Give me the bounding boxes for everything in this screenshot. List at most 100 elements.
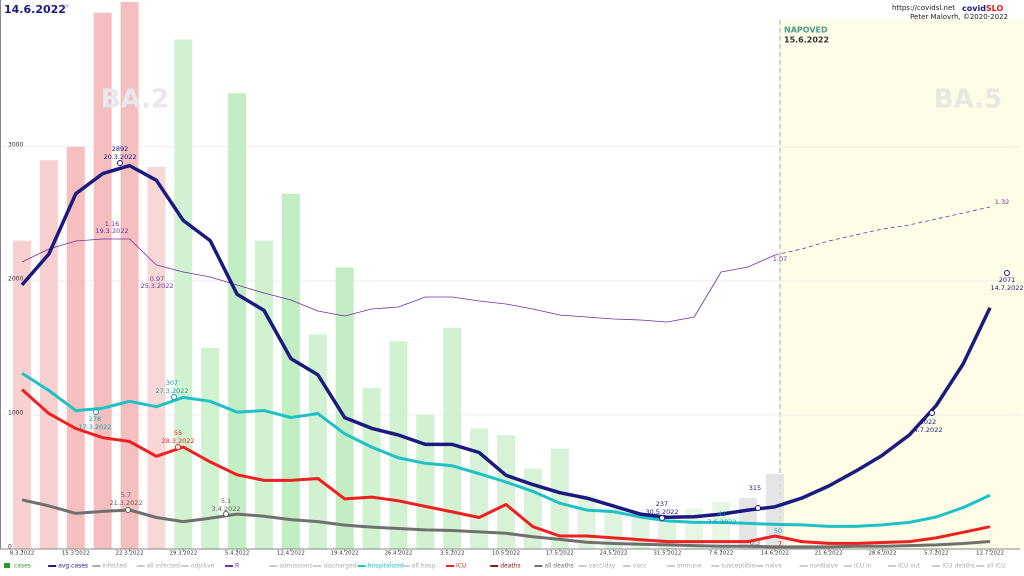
legend-label: avg.cases	[58, 563, 88, 570]
legend-label: ICU deaths	[942, 563, 975, 570]
point-marker	[93, 409, 99, 415]
y-tick-label: 2000	[8, 275, 23, 282]
variant-label: BA.5	[934, 85, 1002, 115]
annotation: 5.7	[121, 491, 131, 499]
point-marker	[223, 511, 229, 517]
bar	[13, 240, 31, 549]
bar	[550, 448, 569, 549]
legend-label: all hosp.	[412, 563, 437, 570]
legend-label: R	[235, 563, 239, 570]
y-tick-label: 0	[8, 544, 12, 551]
x-tick-label: 15.3.2022	[62, 551, 90, 557]
annotation: 237	[656, 500, 668, 508]
legend-label: infected	[102, 563, 127, 570]
bar	[389, 341, 408, 549]
series-line	[774, 206, 991, 256]
annotation: 25.3.2022	[140, 282, 173, 290]
legend-label: ICU out	[898, 563, 921, 570]
annotation: 315	[749, 484, 761, 492]
annotation: 19.3.2022	[95, 227, 128, 235]
y-tick-label: 3000	[8, 141, 23, 148]
annotation: 1.07	[773, 255, 787, 263]
series-line	[20, 163, 992, 519]
legend-label: deaths	[500, 563, 520, 570]
annotation: 0.97	[150, 275, 164, 283]
forecast-label: NAPOVED	[784, 26, 828, 35]
bar	[362, 388, 381, 549]
x-tick-label: 26.4.2022	[384, 551, 412, 557]
point-marker	[659, 515, 665, 521]
point-marker	[1004, 270, 1010, 276]
legend-label: vacc	[633, 563, 647, 570]
x-tick-label: 7.6.2022	[709, 551, 734, 557]
legend-label: hospitalized	[368, 563, 404, 570]
annotation: 7	[778, 540, 782, 548]
x-tick-label: 5.7.2022	[924, 551, 949, 557]
legend-label: nonNaive	[810, 563, 839, 570]
x-tick-label: 12.7.2022	[976, 551, 1004, 557]
author: Peter Malovrh, ©2020-2022	[910, 13, 1008, 21]
bar	[93, 12, 112, 550]
x-tick-label: 8.3.2022	[10, 551, 35, 557]
annotation: 30.5.2022	[645, 508, 678, 516]
annotation: 41	[718, 510, 726, 518]
bar	[335, 267, 354, 549]
brand: covidSLO	[962, 4, 1003, 13]
bar	[443, 327, 462, 549]
series-line	[21, 371, 991, 528]
bar	[308, 334, 327, 549]
point-marker	[171, 394, 177, 400]
chart-title: 14.6.2022	[4, 3, 66, 16]
legend-label: discharged	[323, 563, 356, 570]
x-tick-label: 24.5.2022	[600, 551, 628, 557]
series-line	[20, 388, 991, 545]
x-tick-label: 3.5.2022	[440, 551, 465, 557]
forecast-date: 15.6.2022	[784, 36, 829, 45]
annotation: 14.7.2022	[990, 284, 1023, 292]
annotation: 307	[166, 379, 178, 387]
annotation: 1.16	[105, 220, 119, 228]
point-marker	[117, 160, 123, 166]
bar	[497, 435, 515, 549]
bar	[201, 347, 220, 549]
bar	[685, 508, 704, 549]
annotation: 0.3	[750, 539, 760, 547]
annotation: 28.3.2022	[161, 437, 194, 445]
bar	[120, 2, 139, 549]
source: https://covidsl.net	[892, 4, 955, 12]
bar	[255, 240, 273, 549]
point-marker	[125, 507, 131, 513]
x-tick-label: 22.3.2022	[116, 551, 144, 557]
point-marker	[755, 505, 761, 511]
annotation: 1022	[920, 418, 937, 426]
annotation: 5.1	[221, 497, 231, 505]
x-tick-label: 17.5.2022	[546, 551, 574, 557]
legend-label: all infected	[147, 563, 181, 570]
forecast-area	[780, 20, 1024, 550]
legend-label: admissions	[279, 563, 313, 570]
legend-label: naive	[765, 563, 782, 570]
bar	[147, 166, 166, 549]
legend-label: ICU	[456, 563, 466, 570]
y-tick-label: 1000	[8, 409, 23, 416]
bar	[416, 414, 435, 549]
legend-label: susceptible	[721, 563, 755, 570]
legend-label: ICU in	[854, 563, 872, 570]
x-tick-label: 31.5.2022	[653, 551, 681, 557]
legend-label: odpikve	[191, 563, 215, 570]
annotation: 1.32	[995, 198, 1009, 206]
annotation: 27.3.2022	[155, 387, 188, 395]
x-tick-label: 5.4.2022	[225, 551, 250, 557]
bar	[174, 39, 193, 549]
x-tick-label: 29.3.2022	[169, 551, 197, 557]
bar	[66, 146, 85, 549]
annotation: 278	[89, 415, 101, 423]
x-tick-label: 28.6.2022	[868, 551, 896, 557]
variant-label: BA.2	[101, 85, 169, 115]
annotation: 17.3.2022	[78, 423, 111, 431]
annotation: 21.3.2022	[109, 499, 142, 507]
series-line	[21, 238, 776, 323]
legend-label: cases	[14, 563, 31, 570]
annotation: 55	[174, 429, 182, 437]
